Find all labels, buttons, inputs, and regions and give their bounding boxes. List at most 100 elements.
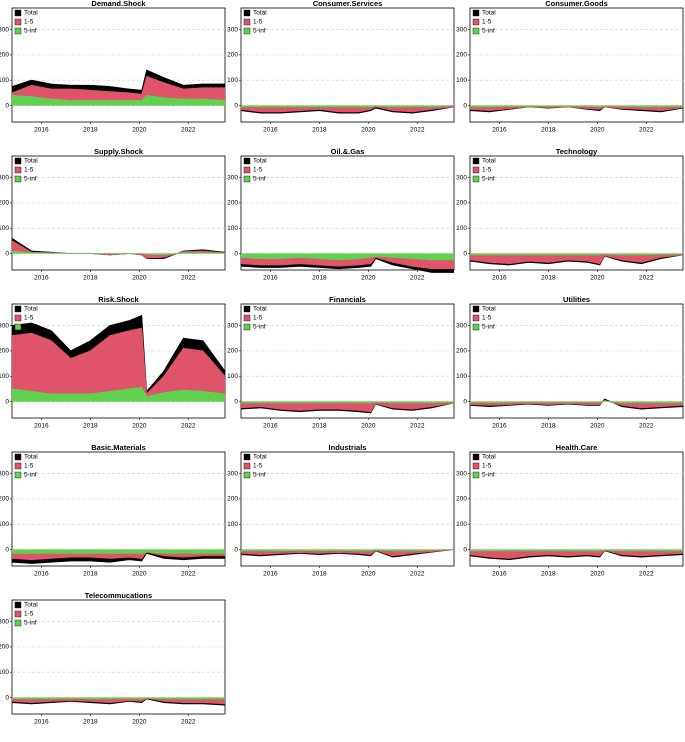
legend-label: 1-5 xyxy=(24,611,34,618)
legend-label: 1-5 xyxy=(24,19,34,26)
series-line xyxy=(11,327,226,395)
x-tick-label: 2016 xyxy=(492,423,507,430)
legend-swatch xyxy=(14,323,22,331)
y-tick-label: 100 xyxy=(0,373,9,380)
legend-swatch xyxy=(243,27,251,35)
series-line xyxy=(11,698,226,706)
y-tick-label: 100 xyxy=(0,77,9,84)
y-tick-label: 0 xyxy=(463,250,467,257)
legend-label: 1-5 xyxy=(253,19,263,26)
series-line xyxy=(469,106,684,112)
legend-label: 5-inf xyxy=(24,28,37,35)
legend-label: 5-inf xyxy=(24,472,37,479)
series-line xyxy=(470,549,683,552)
legend-swatch xyxy=(14,453,22,461)
legend-label: 1-5 xyxy=(482,19,492,26)
x-tick-label: 2016 xyxy=(492,275,507,282)
panel-title: Risk.Shock xyxy=(98,295,139,304)
series-line xyxy=(240,549,455,557)
x-tick-label: 2016 xyxy=(263,127,278,134)
x-tick-label: 2018 xyxy=(312,571,327,578)
series-line xyxy=(11,314,226,393)
series-line xyxy=(12,551,225,554)
series-line xyxy=(11,551,225,561)
x-tick-label: 2022 xyxy=(181,423,196,430)
series-line xyxy=(241,549,455,552)
legend-swatch xyxy=(472,157,480,165)
legend-label: Total xyxy=(24,602,38,609)
panel: Basic.Materials 0 100 200 300 2016 2018 2020 202… xyxy=(0,443,226,578)
legend-swatch xyxy=(472,453,480,461)
x-tick-label: 2022 xyxy=(639,571,654,578)
series-line xyxy=(469,550,684,561)
x-tick-label: 2016 xyxy=(34,719,49,726)
legend-swatch xyxy=(243,314,251,322)
legend-label: 5-inf xyxy=(253,176,266,183)
legend-swatch xyxy=(472,9,480,17)
x-tick-label: 2018 xyxy=(541,423,556,430)
y-tick-label: 200 xyxy=(456,52,467,59)
panel: Utilities 0 100 200 300 2016 2018 2020 2022 Total… xyxy=(456,295,684,430)
x-tick-label: 2016 xyxy=(34,275,49,282)
legend-label: 5-inf xyxy=(482,472,495,479)
area-fill xyxy=(12,328,225,402)
y-tick-label: 100 xyxy=(227,373,238,380)
series-line xyxy=(469,398,684,410)
legend-swatch xyxy=(472,18,480,26)
plot-border xyxy=(240,7,455,123)
legend-swatch xyxy=(472,175,480,183)
y-tick-label: 100 xyxy=(456,225,467,232)
panel-title: Industrials xyxy=(329,443,367,452)
legend-swatch xyxy=(472,462,480,470)
area-fill xyxy=(12,387,225,402)
panel-title: Telecommucations xyxy=(85,591,152,600)
legend-swatch xyxy=(243,157,251,165)
y-tick-label: 200 xyxy=(0,52,9,59)
legend-swatch xyxy=(243,471,251,479)
y-tick-label: 300 xyxy=(227,322,238,329)
y-tick-label: 0 xyxy=(5,694,9,701)
y-tick-label: 0 xyxy=(463,546,467,553)
series-line xyxy=(240,106,455,113)
area-fill xyxy=(241,401,454,412)
series-line xyxy=(240,256,454,270)
legend-label: Total xyxy=(24,158,38,165)
legend-swatch xyxy=(472,471,480,479)
panel: Financials 0 100 200 300 2016 2018 2020 2022 Tota… xyxy=(227,295,455,430)
legend-swatch xyxy=(14,610,22,618)
y-tick-label: 100 xyxy=(0,225,9,232)
series-line xyxy=(240,106,455,114)
x-tick-label: 2022 xyxy=(410,571,425,578)
legend-label: 5-inf xyxy=(253,28,266,35)
y-tick-label: 300 xyxy=(0,174,9,181)
x-tick-label: 2020 xyxy=(590,275,605,282)
y-tick-label: 0 xyxy=(234,102,238,109)
panel: Health.Care 0 100 200 300 2016 2018 2020 2022 Tot… xyxy=(456,443,684,578)
x-tick-label: 2020 xyxy=(132,275,147,282)
y-tick-label: 300 xyxy=(456,322,467,329)
series-line xyxy=(11,237,226,259)
y-tick-label: 0 xyxy=(234,546,238,553)
y-tick-label: 300 xyxy=(0,26,9,33)
legend-label: 1-5 xyxy=(24,167,34,174)
series-line xyxy=(12,697,225,700)
series-line xyxy=(240,549,455,558)
y-tick-label: 200 xyxy=(0,644,9,651)
x-tick-label: 2020 xyxy=(132,571,147,578)
legend-label: 1-5 xyxy=(482,315,492,322)
x-tick-label: 2020 xyxy=(361,127,376,134)
y-tick-label: 200 xyxy=(0,348,9,355)
y-tick-label: 300 xyxy=(227,174,238,181)
legend-label: Total xyxy=(24,454,38,461)
panel-title: Health.Care xyxy=(556,443,598,452)
series-line xyxy=(241,105,455,108)
plot-border xyxy=(11,599,226,715)
legend-label: Total xyxy=(482,10,496,17)
legend-label: 5-inf xyxy=(482,28,495,35)
legend-swatch xyxy=(243,462,251,470)
x-tick-label: 2022 xyxy=(410,275,425,282)
x-tick-label: 2020 xyxy=(361,423,376,430)
x-tick-label: 2016 xyxy=(263,423,278,430)
series-line xyxy=(470,253,684,256)
